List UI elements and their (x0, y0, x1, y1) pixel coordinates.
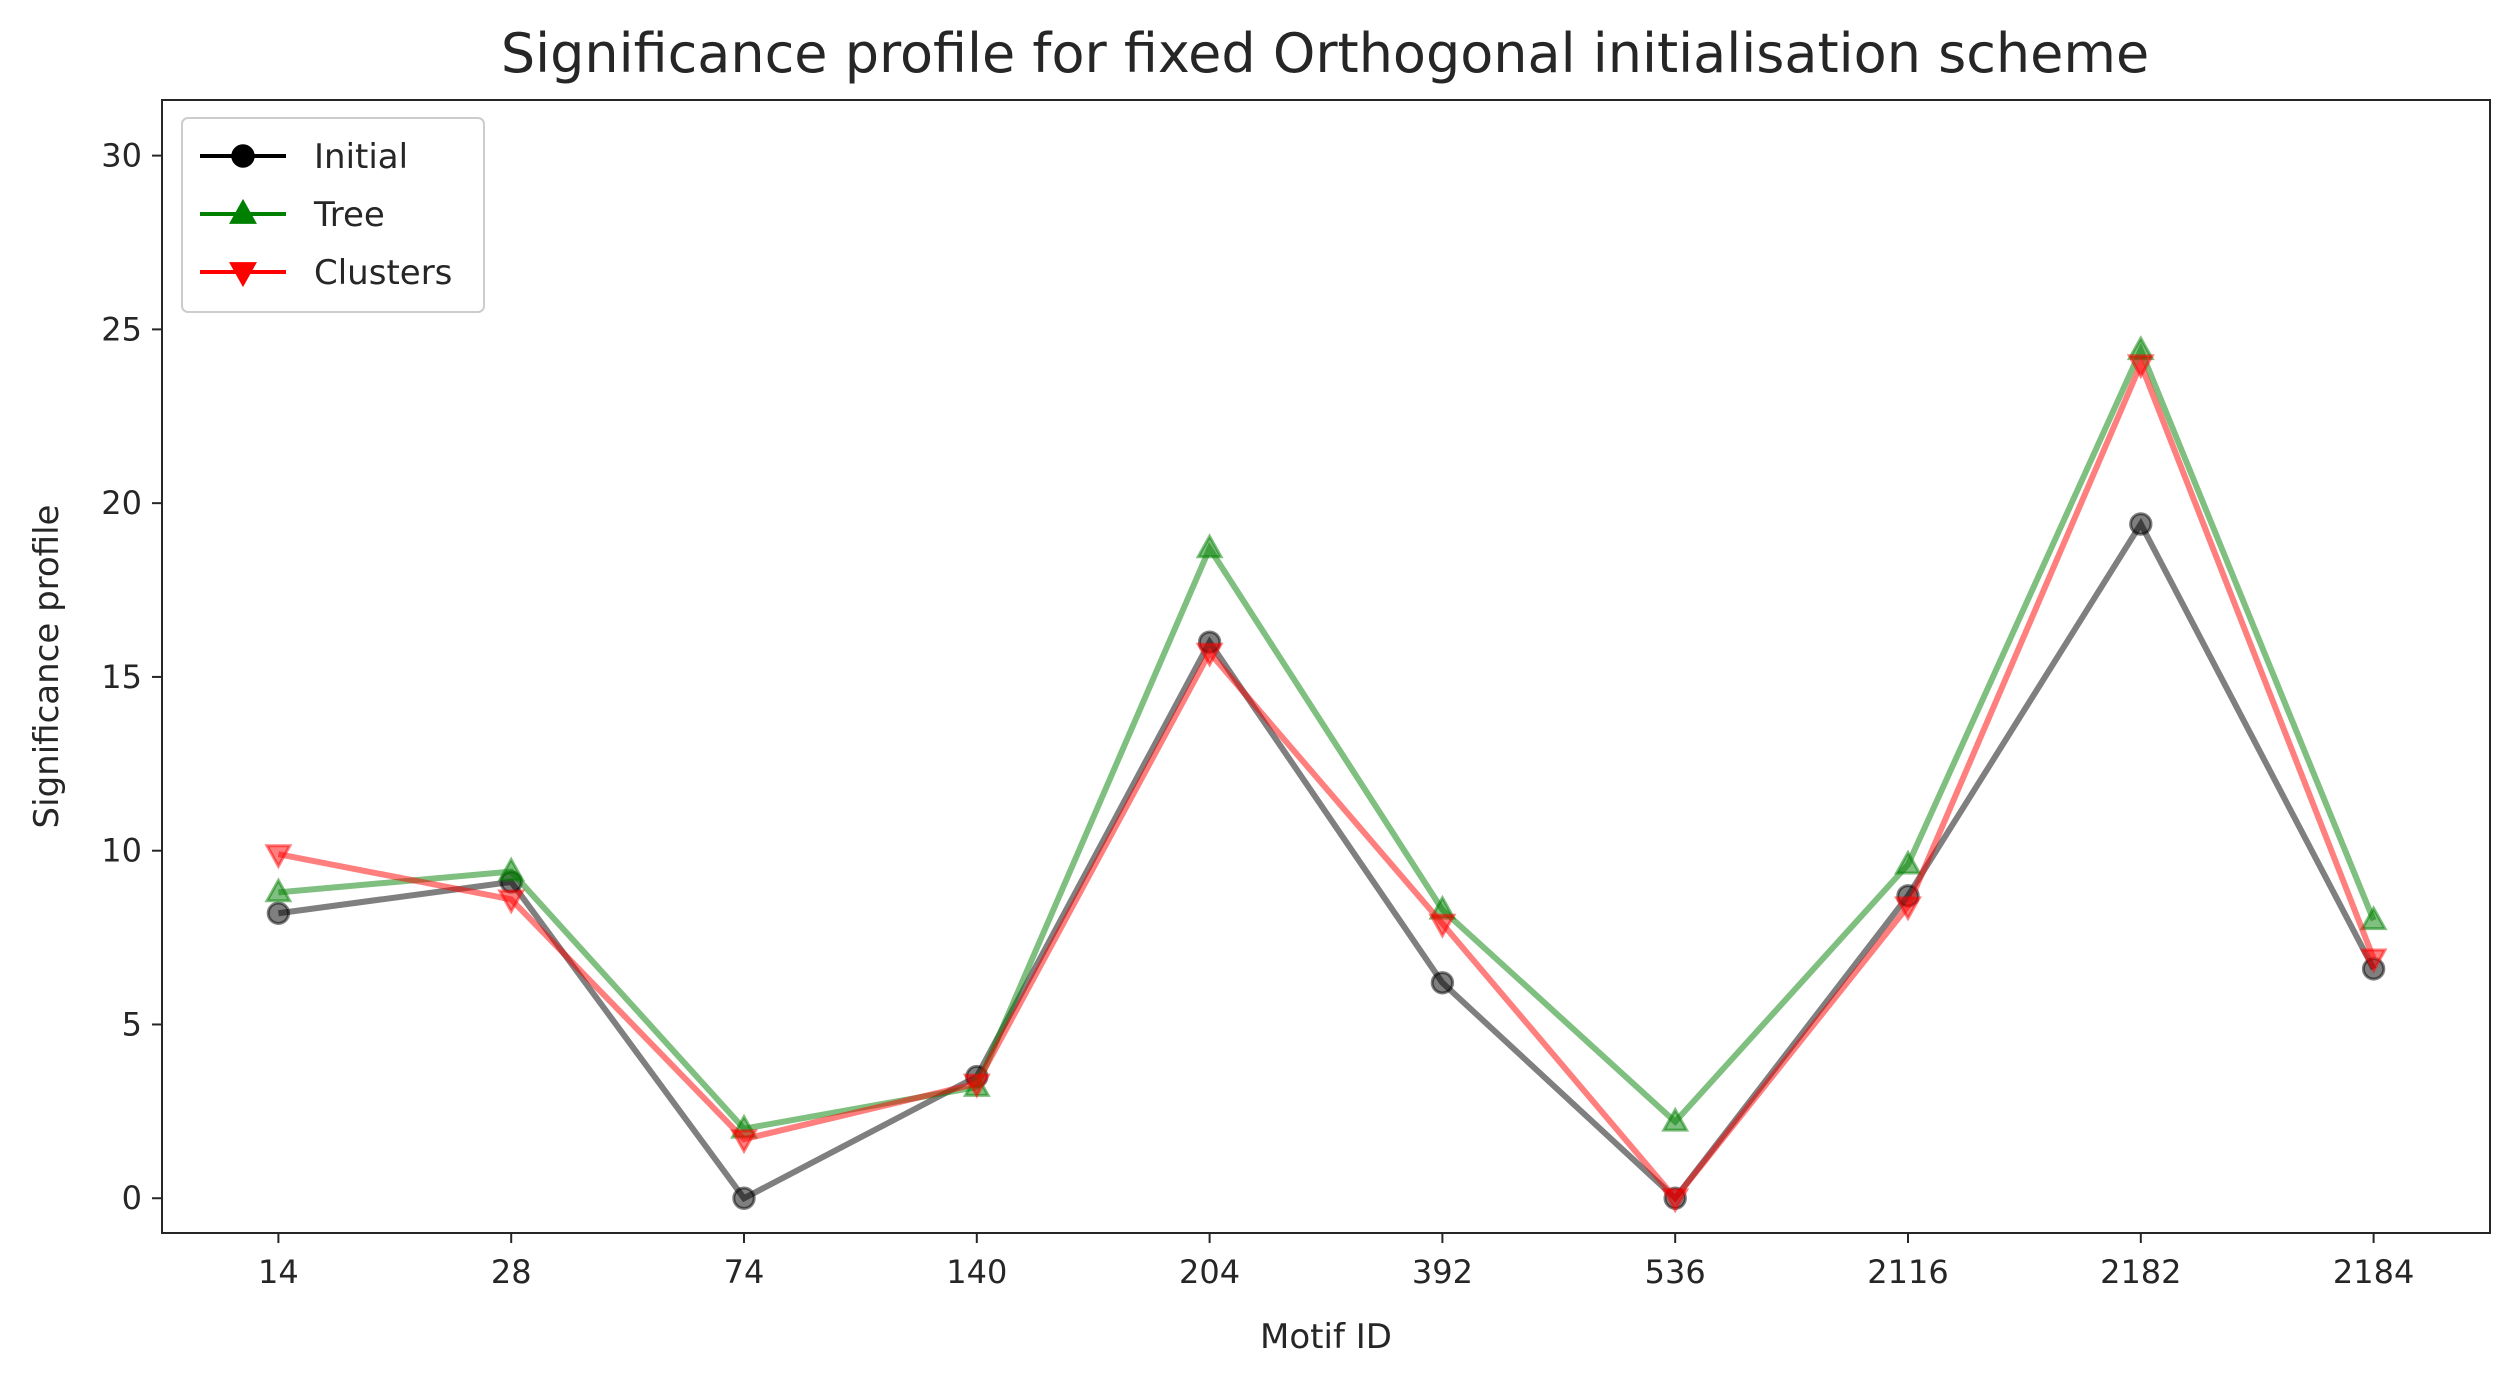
y-tick-label: 5 (122, 1005, 142, 1043)
data-point-tree (497, 856, 526, 882)
data-point-clusters (2126, 354, 2155, 380)
x-tick-label: 2116 (1867, 1253, 1948, 1291)
x-tick-label: 392 (1412, 1253, 1473, 1291)
y-tick-label: 15 (101, 658, 142, 696)
legend-marker-tree (229, 198, 257, 224)
y-tick-label: 0 (122, 1179, 142, 1217)
axes: 0 5 10 15 20 25 30 14 28 74 140 204 392 536 2116 2182 21… (101, 137, 2414, 1291)
plot-frame (161, 99, 2491, 1234)
legend-box (181, 117, 485, 313)
data-point-clusters (1428, 913, 1457, 939)
x-tick-label: 204 (1179, 1253, 1240, 1291)
data-point-tree (1661, 1106, 1690, 1132)
x-tick-label: 536 (1645, 1253, 1706, 1291)
legend-marker-clusters (229, 262, 257, 288)
data-point-clusters (1894, 896, 1922, 922)
data-point-tree (1195, 533, 1224, 559)
data-point-tree (2359, 905, 2388, 931)
series-initial (266, 512, 2386, 1210)
legend: Initial Tree Clusters (181, 117, 485, 313)
data-point-clusters (730, 1129, 758, 1155)
y-axis-title: Significance profile (27, 505, 67, 829)
y-tick-label: 20 (101, 484, 142, 522)
plot-area (264, 335, 2388, 1214)
data-point-clusters (264, 844, 293, 870)
legend-label-tree: Tree (313, 195, 385, 235)
y-tick-label: 25 (101, 310, 142, 348)
legend-label-initial: Initial (314, 137, 408, 177)
y-tick-label: 10 (101, 832, 142, 870)
series-line-tree (278, 342, 2377, 1132)
x-tick-label: 28 (491, 1253, 532, 1291)
data-point-initial (732, 1186, 756, 1210)
data-point-initial (1430, 971, 1455, 995)
series-clusters (264, 354, 2388, 1214)
chart-title: Significance profile for fixed Orthogona… (501, 22, 2149, 85)
x-tick-label: 2184 (2333, 1253, 2414, 1291)
data-point-initial (266, 901, 291, 925)
x-tick-label: 140 (946, 1253, 1007, 1291)
legend-marker-initial (231, 144, 255, 168)
series-line-clusters (277, 356, 2377, 1203)
y-tick-label: 30 (101, 137, 142, 175)
legend-label-clusters: Clusters (314, 253, 452, 293)
data-point-clusters (1661, 1188, 1690, 1214)
data-point-tree (264, 877, 293, 903)
series-line-initial (278, 517, 2377, 1203)
legend-item-initial: Initial (200, 137, 408, 177)
series-tree (264, 335, 2388, 1139)
data-point-clusters (962, 1073, 991, 1099)
data-point-clusters (497, 889, 526, 915)
x-axis-title: Motif ID (1260, 1317, 1392, 1357)
data-point-clusters (2359, 948, 2388, 974)
x-tick-label: 74 (724, 1253, 765, 1291)
x-tick-label: 14 (258, 1253, 299, 1291)
legend-item-tree: Tree (200, 195, 385, 235)
data-point-initial (2129, 512, 2153, 536)
legend-item-clusters: Clusters (200, 253, 452, 293)
data-point-clusters (1195, 642, 1224, 668)
data-point-tree (1894, 849, 1922, 875)
x-tick-label: 2182 (2100, 1253, 2181, 1291)
